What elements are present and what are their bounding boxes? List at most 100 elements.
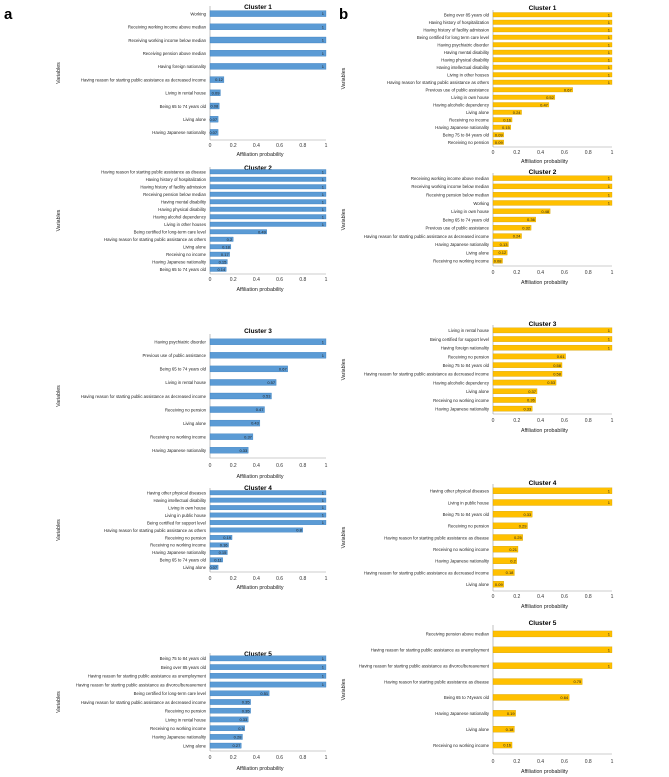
category-label: Living alone bbox=[183, 565, 207, 570]
bar bbox=[492, 233, 522, 239]
category-label: Having history of hospitalization bbox=[146, 177, 207, 182]
category-label: Having reason for starting public assist… bbox=[88, 674, 207, 679]
value-label: 0.57 bbox=[267, 380, 276, 385]
category-label: Receiving no pension bbox=[448, 354, 490, 359]
value-label: 0.16 bbox=[503, 743, 512, 748]
category-label: Receiving working income below median bbox=[128, 38, 206, 43]
category-label: Having foreign nationality bbox=[441, 346, 490, 351]
y-axis-label: Variables bbox=[341, 678, 347, 700]
value-label: 0.49 bbox=[258, 229, 267, 234]
bar bbox=[492, 741, 513, 749]
value-label: 1 bbox=[608, 201, 611, 206]
bar bbox=[492, 710, 516, 717]
value-label: 0.37 bbox=[528, 389, 537, 394]
bar bbox=[492, 511, 533, 518]
category-label: Having mental disability bbox=[161, 200, 207, 205]
x-tick-label: 0.4 bbox=[253, 277, 260, 283]
bar bbox=[209, 23, 327, 30]
bar bbox=[209, 89, 221, 96]
bar bbox=[209, 716, 249, 723]
bar bbox=[209, 406, 265, 413]
bar bbox=[492, 192, 613, 198]
bar bbox=[209, 102, 220, 110]
bar bbox=[492, 87, 573, 93]
category-label: Living alone bbox=[466, 582, 490, 587]
value-label: 0.67 bbox=[279, 366, 288, 371]
x-axis-label: Affiliation probability bbox=[521, 159, 568, 165]
bar bbox=[492, 353, 566, 360]
bar bbox=[492, 678, 583, 685]
bar bbox=[492, 534, 523, 541]
bar bbox=[492, 175, 613, 181]
category-label: Having reason for starting public assist… bbox=[387, 80, 489, 85]
category-label: Living in other houses bbox=[447, 73, 489, 78]
value-label: 1 bbox=[322, 169, 325, 174]
bar bbox=[209, 742, 242, 749]
category-label: Receiving pension above median bbox=[143, 51, 207, 56]
x-tick-label: 0 bbox=[492, 594, 495, 600]
category-label: Receiving pension below median bbox=[143, 192, 206, 197]
bar bbox=[209, 338, 327, 345]
bar bbox=[209, 63, 327, 70]
x-tick-label: 0.2 bbox=[230, 576, 237, 582]
bar bbox=[209, 129, 219, 136]
category-label: Having reason for starting public assist… bbox=[104, 528, 206, 533]
value-label: 1 bbox=[608, 632, 611, 637]
bar bbox=[492, 102, 550, 108]
value-label: 0.61 bbox=[557, 354, 566, 359]
category-label: Living alone bbox=[466, 389, 490, 394]
y-axis-label: Variables bbox=[56, 519, 62, 541]
category-label: Previous use of public assistance bbox=[425, 88, 489, 93]
category-label: Being 65 to 74 years old bbox=[160, 367, 207, 372]
x-axis-label: Affiliation probability bbox=[236, 287, 283, 293]
category-label: Receiving no pension bbox=[448, 524, 490, 529]
value-label: 0.12 bbox=[498, 250, 507, 255]
bar bbox=[209, 10, 327, 17]
value-label: 0.09 bbox=[495, 140, 504, 145]
panel-label-a: a bbox=[4, 6, 13, 23]
bar bbox=[492, 522, 528, 529]
category-label: Living in public house bbox=[165, 513, 207, 518]
value-label: 0.28 bbox=[234, 735, 243, 740]
value-label: 0.58 bbox=[553, 371, 562, 376]
category-label: Living in rental house bbox=[165, 717, 206, 722]
value-label: 0.33 bbox=[239, 717, 248, 722]
x-tick-label: 1 bbox=[325, 277, 328, 283]
value-label: 0.24 bbox=[513, 110, 522, 115]
bar bbox=[209, 199, 327, 205]
value-label: 1 bbox=[608, 663, 611, 668]
value-label: 0.35 bbox=[242, 708, 251, 713]
x-tick-label: 0.4 bbox=[537, 270, 544, 276]
category-label: Having intellectual disability bbox=[153, 498, 206, 503]
value-label: 0.53 bbox=[263, 394, 272, 399]
x-axis-label: Affiliation probability bbox=[236, 474, 283, 480]
bar bbox=[209, 527, 303, 533]
x-tick-label: 0.8 bbox=[585, 594, 592, 600]
value-label: 1 bbox=[322, 199, 325, 204]
category-label: Receiving no income bbox=[449, 118, 489, 123]
bar bbox=[209, 229, 267, 235]
category-label: Receiving no working income bbox=[433, 547, 489, 552]
value-label: 0.15 bbox=[219, 550, 228, 555]
category-label: Having psychiatric disorder bbox=[437, 43, 489, 48]
value-label: 0.67 bbox=[564, 87, 573, 92]
bar bbox=[492, 49, 613, 55]
category-label: Living alone bbox=[183, 421, 207, 426]
chart-b-cluster-4: Cluster 4 Having other physical diseases 1… bbox=[341, 480, 614, 610]
chart-title: Cluster 2 bbox=[244, 165, 272, 172]
bar bbox=[492, 132, 504, 138]
bar bbox=[492, 388, 538, 395]
x-tick-label: 1 bbox=[611, 418, 614, 424]
bar bbox=[209, 266, 227, 272]
category-label: Having alcohol dependency bbox=[153, 215, 207, 220]
bar bbox=[492, 19, 613, 25]
chart-b-cluster-1: Cluster 1 Being over 85 years old 1 Having … bbox=[341, 5, 614, 165]
x-tick-label: 0.4 bbox=[253, 576, 260, 582]
category-label: Receiving no pension bbox=[165, 407, 207, 412]
value-label: 1 bbox=[322, 11, 325, 16]
x-tick-label: 0 bbox=[492, 150, 495, 156]
value-label: 1 bbox=[322, 656, 325, 661]
value-label: 0.11 bbox=[214, 557, 222, 562]
x-tick-label: 0 bbox=[492, 270, 495, 276]
